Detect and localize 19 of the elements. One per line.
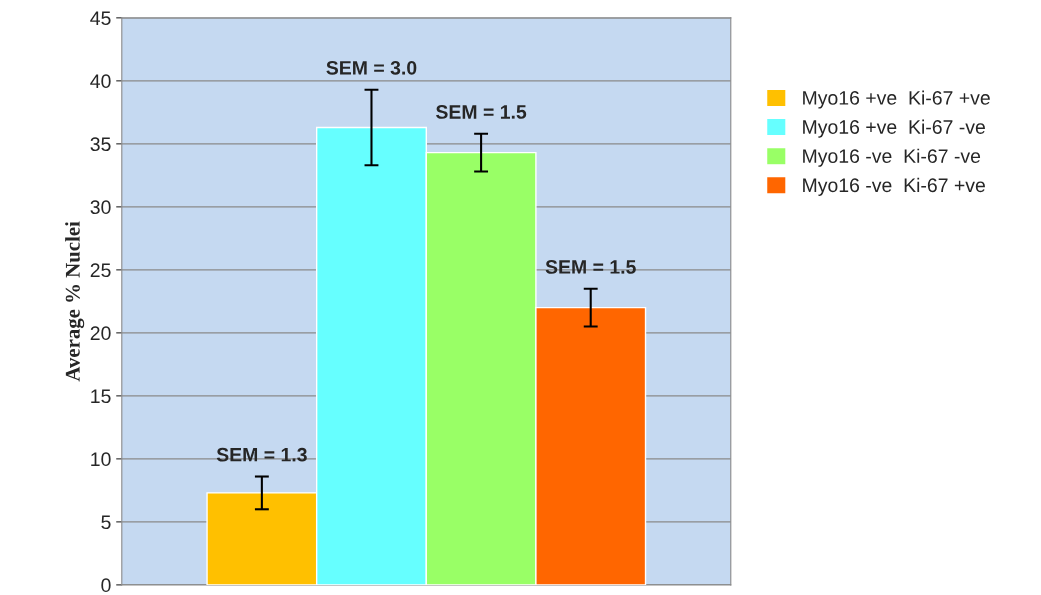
y-tick-label: 5: [101, 515, 111, 530]
legend-label: Myo16 -ve Ki-67 -ve: [803, 148, 981, 167]
y-tick-label: 15: [91, 389, 111, 404]
legend-label: Myo16 +ve Ki-67 -ve: [803, 119, 985, 138]
y-tick-label: 10: [91, 452, 111, 467]
y-tick-label: 0: [101, 578, 111, 593]
y-tick-label: 25: [90, 263, 111, 278]
y-tick-label: 35: [90, 137, 111, 152]
legend-label: Myo16 -ve Ki-67 +ve: [803, 177, 985, 196]
y-tick-label: 40: [90, 74, 111, 89]
y-tick-label: 20: [90, 326, 111, 341]
annotation: SEM = 1.3: [216, 447, 307, 462]
legend-label: Myo16 +ve Ki-67 +ve: [803, 90, 990, 109]
y-tick-label: 45: [90, 11, 111, 26]
annotation: SEM = 1.5: [435, 105, 527, 119]
y-axis-title: Average % Nuclei: [65, 221, 85, 382]
y-tick-label: 30: [90, 200, 111, 215]
annotation: SEM = 1.5: [545, 260, 636, 274]
annotation: SEM = 3.0: [326, 60, 417, 75]
